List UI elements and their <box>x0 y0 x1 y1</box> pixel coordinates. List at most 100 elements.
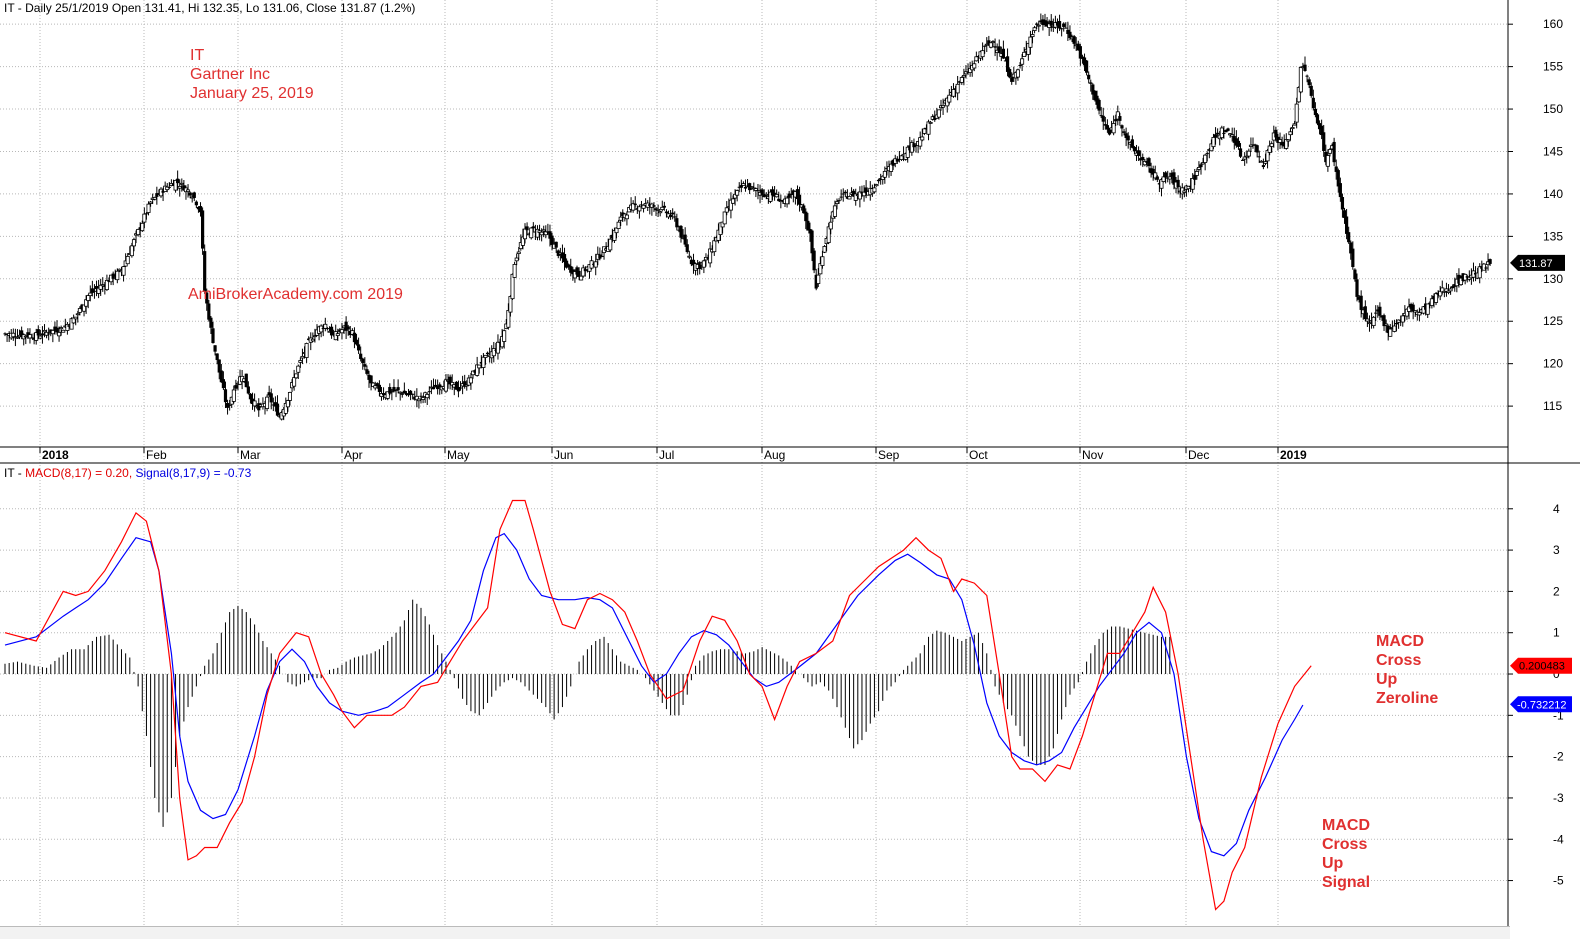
candle-up <box>947 94 952 103</box>
candle-up <box>816 274 821 284</box>
candle-down <box>1149 168 1153 174</box>
candle-down <box>325 328 329 330</box>
candle-down <box>1307 79 1311 86</box>
price-tick-label: 160 <box>1543 17 1563 31</box>
candle-down <box>1189 185 1193 188</box>
candle-down <box>1336 170 1340 187</box>
candle-up <box>177 186 182 189</box>
candle-up <box>1161 176 1166 182</box>
candle-down <box>36 329 40 336</box>
sheet-tabs-bar[interactable] <box>0 926 1510 939</box>
candle-down <box>332 331 336 336</box>
candle-down <box>1382 315 1386 327</box>
candle-down <box>1409 304 1413 309</box>
candle-down <box>390 391 394 393</box>
price-tick-label: 155 <box>1543 60 1563 74</box>
candle-up <box>941 105 946 108</box>
candle-up <box>491 348 496 357</box>
zeroline-line-1: MACD <box>1376 633 1424 650</box>
candle-down <box>1238 148 1243 157</box>
month-label: 2018 <box>42 448 69 462</box>
candle-up <box>920 136 925 141</box>
candle-up <box>618 216 623 221</box>
candle-down <box>49 329 53 334</box>
candle-up <box>616 221 621 229</box>
candle-down <box>683 234 687 245</box>
candle-down <box>743 186 748 189</box>
candle-up <box>15 336 20 339</box>
signal-line-2: Cross <box>1322 836 1368 853</box>
candle-down <box>404 393 409 395</box>
candle-up <box>828 221 833 230</box>
candle-down <box>94 286 99 290</box>
candle-up <box>1022 51 1027 57</box>
candle-up <box>59 327 64 330</box>
candle-down <box>569 266 573 273</box>
candle-up <box>1159 179 1164 189</box>
candle-down <box>1324 151 1328 163</box>
candle-up <box>57 332 62 337</box>
candle-down <box>1340 197 1345 210</box>
candle-down <box>1261 165 1265 168</box>
candle-up <box>1384 323 1389 326</box>
candle-down <box>1369 320 1374 322</box>
candle-up <box>1194 171 1199 176</box>
candle-up <box>687 255 692 258</box>
candle-down <box>1216 132 1220 135</box>
candle-down <box>344 321 348 331</box>
candle-down <box>26 332 30 337</box>
candle-down <box>837 200 841 202</box>
candle-up <box>294 373 299 379</box>
macd-line <box>4 499 1312 911</box>
price-tick-label: 150 <box>1543 102 1563 116</box>
candle-down <box>1199 164 1203 168</box>
candle-down <box>456 386 461 392</box>
candle-up <box>656 208 661 211</box>
signal-header-value: Signal(8,17,9) = -0.73 <box>135 466 252 480</box>
candle-down <box>215 353 219 361</box>
candle-down <box>171 183 176 187</box>
candle-up <box>483 354 488 358</box>
candle-down <box>770 189 775 196</box>
candle-up <box>42 330 47 333</box>
macd-header: IT - MACD(8,17) = 0.20, Signal(8,17,9) =… <box>4 466 251 480</box>
candle-down <box>598 254 602 259</box>
candle-up <box>614 227 619 234</box>
candle-down <box>795 189 800 200</box>
title-line-company: Gartner Inc <box>190 66 271 83</box>
candle-down <box>1357 297 1361 300</box>
signal-line-4: Signal <box>1322 874 1371 891</box>
macd-value-tag <box>1510 657 1572 674</box>
candle-up <box>955 83 960 94</box>
candle-down <box>269 393 273 403</box>
candle-down <box>908 145 912 151</box>
candle-down <box>248 393 253 400</box>
candle-down <box>80 304 84 310</box>
candle-down <box>897 159 901 161</box>
candle-down <box>987 40 991 45</box>
candle-down <box>1132 146 1137 152</box>
candle-down <box>1118 116 1122 121</box>
candle-down <box>639 204 644 206</box>
candle-up <box>818 263 823 275</box>
candle-down <box>192 192 196 198</box>
macd-lines <box>4 499 1312 911</box>
macd-tick-label: -5 <box>1553 874 1564 888</box>
candle-down <box>791 190 795 195</box>
candle-down <box>1157 183 1161 185</box>
candle-up <box>136 229 141 236</box>
candle-down <box>47 333 51 335</box>
candle-down <box>933 115 937 121</box>
signal-value-label: -0.732212 <box>1517 699 1567 711</box>
price-header: IT - Daily 25/1/2019 Open 131.41, Hi 132… <box>4 1 416 15</box>
candle-up <box>764 193 769 196</box>
candle-up <box>1167 176 1172 180</box>
candle-down <box>1276 136 1280 143</box>
candle-up <box>1246 150 1251 157</box>
price-tick-label: 135 <box>1543 229 1563 243</box>
candle-up <box>541 229 546 232</box>
candle-up <box>125 256 130 265</box>
candle-down <box>567 264 571 268</box>
candle-down <box>673 216 677 218</box>
candle-up <box>104 279 109 291</box>
